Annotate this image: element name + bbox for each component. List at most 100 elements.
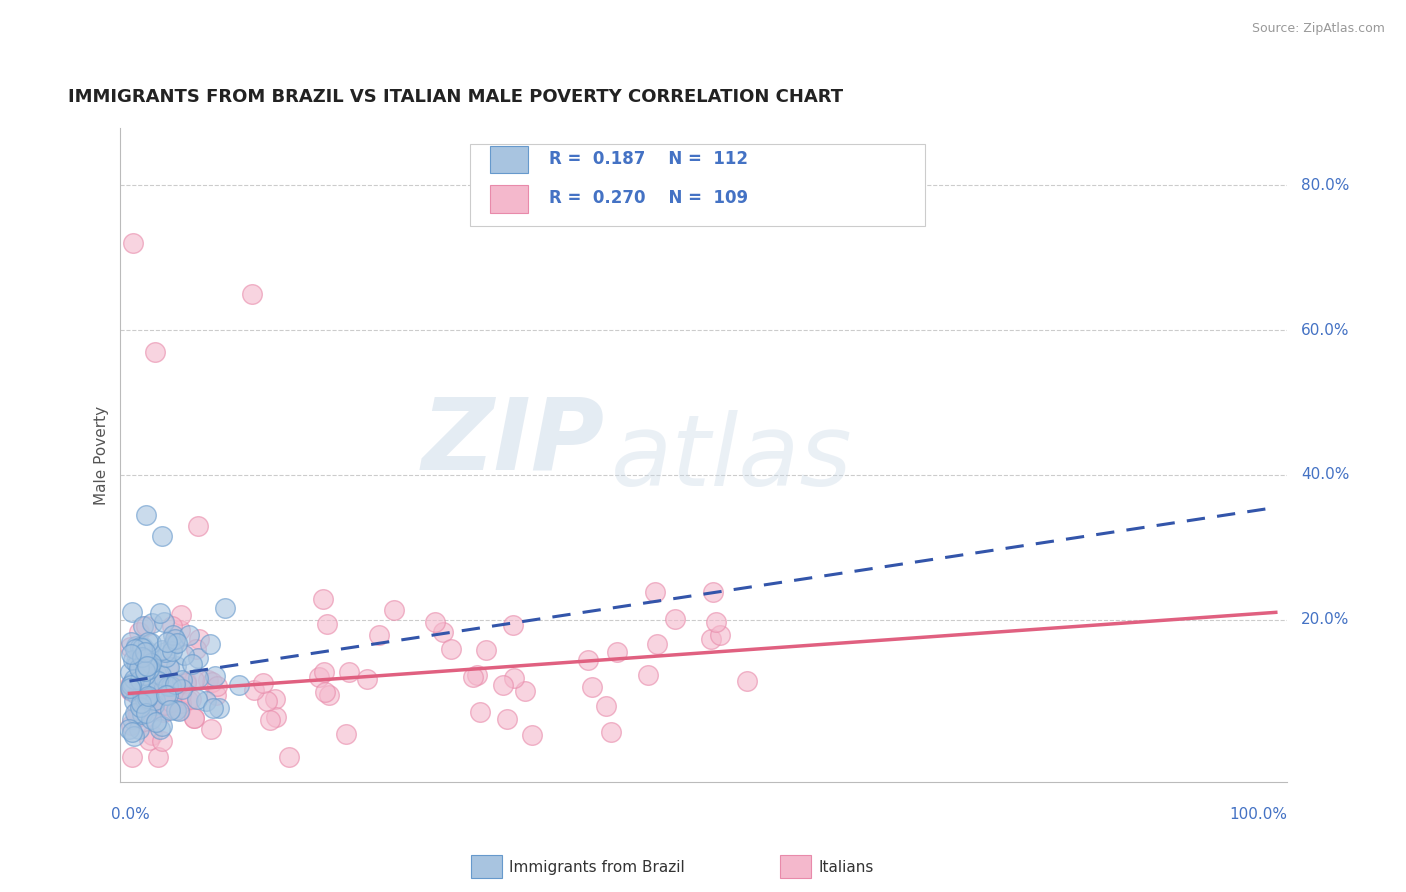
- Text: Immigrants from Brazil: Immigrants from Brazil: [509, 860, 685, 874]
- Point: [138, 657, 160, 671]
- Point: [129, 640, 152, 655]
- Point: [127, 710, 149, 724]
- Point: [121, 605, 143, 619]
- Point: [135, 508, 157, 522]
- Point: [153, 645, 176, 659]
- Point: [183, 711, 205, 725]
- Point: [128, 707, 150, 722]
- Point: [125, 688, 148, 702]
- Point: [145, 714, 167, 729]
- Point: [153, 703, 176, 717]
- Y-axis label: Male Poverty: Male Poverty: [94, 405, 110, 505]
- Point: [179, 628, 201, 642]
- Point: [120, 647, 142, 661]
- Text: R =  0.270    N =  109: R = 0.270 N = 109: [548, 189, 748, 207]
- Point: [152, 705, 174, 719]
- Point: [337, 665, 360, 679]
- Point: [120, 718, 142, 732]
- Point: [183, 673, 205, 687]
- Point: [200, 722, 222, 736]
- Point: [127, 657, 149, 672]
- Point: [522, 728, 544, 742]
- Point: [465, 668, 488, 682]
- Point: [129, 663, 152, 677]
- Point: [475, 642, 498, 657]
- Point: [150, 667, 173, 681]
- Point: [132, 689, 155, 703]
- Point: [121, 712, 143, 726]
- Point: [128, 677, 150, 691]
- Point: [468, 706, 491, 720]
- Point: [335, 727, 357, 741]
- Point: [432, 624, 454, 639]
- Point: [187, 671, 209, 685]
- Point: [170, 608, 193, 623]
- Point: [146, 750, 169, 764]
- Point: [162, 639, 184, 653]
- Point: [131, 650, 153, 665]
- Point: [138, 683, 160, 698]
- Point: [214, 601, 236, 615]
- Point: [197, 673, 219, 687]
- Point: [120, 683, 142, 698]
- Point: [127, 704, 149, 718]
- Point: [187, 518, 209, 533]
- Point: [502, 671, 524, 685]
- Text: 60.0%: 60.0%: [1301, 323, 1350, 338]
- Point: [156, 659, 179, 673]
- Point: [138, 656, 160, 670]
- Point: [157, 688, 180, 702]
- Point: [120, 635, 142, 649]
- Point: [162, 628, 184, 642]
- Point: [121, 725, 143, 739]
- Point: [581, 680, 603, 694]
- Point: [134, 664, 156, 678]
- Point: [142, 698, 165, 712]
- Point: [165, 677, 187, 691]
- Point: [131, 657, 153, 672]
- Point: [155, 698, 177, 712]
- Point: [139, 648, 162, 663]
- Point: [118, 681, 141, 695]
- Text: ZIP: ZIP: [422, 393, 605, 491]
- Point: [183, 711, 205, 725]
- Point: [125, 639, 148, 653]
- Point: [118, 723, 141, 737]
- Point: [155, 688, 177, 702]
- Point: [139, 656, 162, 670]
- Point: [139, 712, 162, 726]
- Point: [169, 703, 191, 717]
- Point: [138, 665, 160, 680]
- Point: [127, 655, 149, 669]
- Point: [382, 603, 405, 617]
- Point: [120, 684, 142, 698]
- Point: [170, 700, 193, 714]
- Point: [165, 658, 187, 673]
- Point: [170, 688, 193, 702]
- Point: [128, 651, 150, 665]
- Point: [122, 683, 145, 698]
- Point: [134, 657, 156, 671]
- Point: [201, 674, 224, 689]
- Point: [699, 632, 721, 647]
- Point: [278, 750, 301, 764]
- Point: [136, 635, 159, 649]
- Point: [160, 644, 183, 658]
- Point: [141, 728, 163, 742]
- Point: [134, 691, 156, 706]
- Point: [121, 750, 143, 764]
- Point: [440, 642, 463, 657]
- Point: [129, 699, 152, 714]
- Point: [120, 678, 142, 692]
- Point: [128, 673, 150, 687]
- Point: [150, 529, 173, 543]
- Point: [204, 669, 226, 683]
- Point: [136, 688, 159, 702]
- Point: [169, 623, 191, 637]
- Point: [132, 683, 155, 698]
- Point: [576, 653, 599, 667]
- Point: [256, 694, 278, 708]
- Point: [491, 678, 513, 692]
- Point: [704, 615, 727, 629]
- Point: [595, 698, 617, 713]
